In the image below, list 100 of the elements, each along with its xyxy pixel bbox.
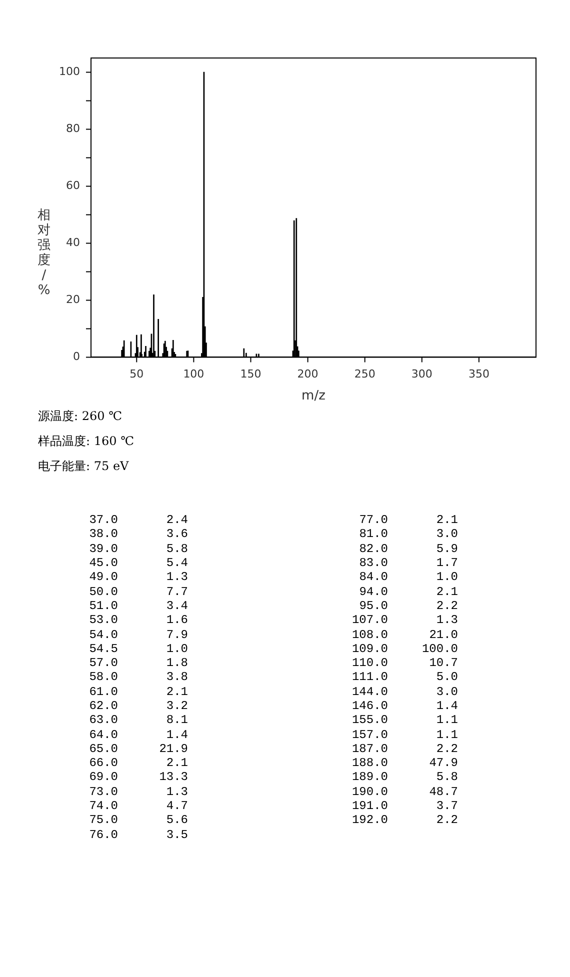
category-label: 77.0 [358, 513, 388, 528]
category-label: 75.0 [88, 813, 118, 828]
data-label: 10.7 [428, 656, 458, 670]
category-label: 84.0 [358, 570, 388, 584]
category-label: 54.5 [88, 642, 118, 656]
data-label: 1.1 [435, 727, 458, 742]
data-label: 2.2 [435, 598, 458, 614]
category-label: 157.0 [350, 727, 388, 742]
x-tick-label: 100 [183, 368, 204, 381]
data-label: 1.6 [165, 613, 188, 628]
y-tick-label: 0 [72, 350, 80, 364]
text: 样品温度: 160 ℃ [38, 433, 135, 450]
data-label: 2.1 [435, 513, 458, 528]
category-label: 63.0 [88, 713, 118, 728]
data-label: 2.1 [165, 684, 188, 699]
data-label: 2.1 [435, 584, 458, 599]
data-label: 5.0 [435, 670, 458, 685]
y-tick-label: 100 [58, 65, 80, 78]
data-label: 1.3 [435, 613, 458, 628]
category-label: 95.0 [358, 598, 388, 614]
y-axis-title: 相对强度/% [36, 208, 52, 298]
data-label: 5.8 [435, 770, 458, 785]
category-label: 66.0 [88, 756, 118, 770]
data-label: 21.9 [158, 742, 188, 756]
data-label: 1.8 [165, 656, 188, 670]
data-label: 1.7 [435, 556, 458, 570]
data-label: 21.0 [428, 627, 458, 642]
y-tick-label: 60 [66, 179, 80, 192]
category-label: 107.0 [350, 613, 388, 628]
category-label: 81.0 [358, 527, 388, 542]
y-tick-label: 20 [66, 293, 80, 306]
category-label: 189.0 [350, 770, 388, 785]
data-label: 1.1 [435, 713, 458, 728]
category-label: 108.0 [350, 627, 388, 642]
data-label: 3.2 [165, 698, 188, 714]
data-label: 7.9 [165, 627, 188, 642]
category-label: 111.0 [350, 670, 388, 685]
category-label: 37.0 [88, 513, 118, 528]
category-label: 69.0 [88, 770, 118, 785]
data-label: 1.0 [435, 570, 458, 584]
data-label: 2.2 [435, 742, 458, 756]
category-label: 110.0 [350, 656, 388, 670]
category-label: 73.0 [88, 784, 118, 799]
category-label: 146.0 [350, 698, 388, 714]
data-label: 7.7 [165, 584, 188, 599]
category-label: 53.0 [88, 613, 118, 628]
data-label: 1.3 [165, 570, 188, 584]
data-label: 3.6 [165, 527, 188, 542]
data-label: 3.0 [435, 527, 458, 542]
category-label: 51.0 [88, 598, 118, 614]
x-tick-label: 50 [130, 368, 144, 381]
category-label: 192.0 [350, 813, 388, 828]
text: 源温度: 260 ℃ [38, 408, 123, 425]
data-label: 1.0 [165, 642, 188, 656]
category-label: 39.0 [88, 542, 118, 556]
data-label: 8.1 [165, 713, 188, 728]
category-label: 57.0 [88, 656, 118, 670]
x-tick-label: 350 [468, 368, 490, 381]
data-label: 3.0 [435, 684, 458, 699]
category-label: 65.0 [88, 742, 118, 756]
data-label: 1.4 [165, 727, 188, 742]
category-label: 190.0 [350, 784, 388, 799]
category-label: 45.0 [88, 556, 118, 570]
x-axis-title: m/z [302, 388, 326, 404]
data-label: 2.2 [435, 813, 458, 828]
x-tick-label: 150 [240, 368, 262, 381]
data-label: 47.9 [428, 756, 458, 770]
category-label: 144.0 [350, 684, 388, 699]
category-label: 50.0 [88, 584, 118, 599]
category-label: 64.0 [88, 727, 118, 742]
category-label: 82.0 [358, 542, 388, 556]
data-label: 48.7 [428, 784, 458, 799]
x-tick-label: 200 [297, 368, 318, 381]
category-label: 155.0 [350, 713, 388, 728]
y-tick-label: 40 [66, 236, 80, 250]
data-label: 5.8 [165, 542, 188, 556]
data-label: 5.9 [435, 542, 458, 556]
data-label: 3.8 [165, 670, 188, 685]
category-label: 191.0 [350, 798, 388, 814]
category-label: 61.0 [88, 684, 118, 699]
data-label: 2.4 [165, 513, 188, 528]
category-label: 62.0 [88, 698, 118, 714]
category-label: 58.0 [88, 670, 118, 685]
category-label: 109.0 [350, 642, 388, 656]
data-label: 13.3 [158, 770, 188, 785]
data-label: 5.6 [165, 813, 188, 828]
data-label: 2.1 [165, 756, 188, 770]
category-label: 188.0 [350, 756, 388, 770]
data-label: 3.7 [435, 798, 458, 814]
x-tick-label: 300 [411, 368, 432, 381]
data-label: 5.4 [165, 556, 188, 570]
category-label: 76.0 [88, 828, 118, 842]
data-label: 1.4 [435, 698, 458, 714]
text: 电子能量: 75 eV [38, 458, 130, 475]
category-label: 54.0 [88, 627, 118, 642]
data-label: 1.3 [165, 784, 188, 799]
x-tick-label: 250 [354, 368, 376, 381]
category-label: 187.0 [350, 742, 388, 756]
category-label: 49.0 [88, 570, 118, 584]
data-label: 3.5 [165, 828, 188, 842]
